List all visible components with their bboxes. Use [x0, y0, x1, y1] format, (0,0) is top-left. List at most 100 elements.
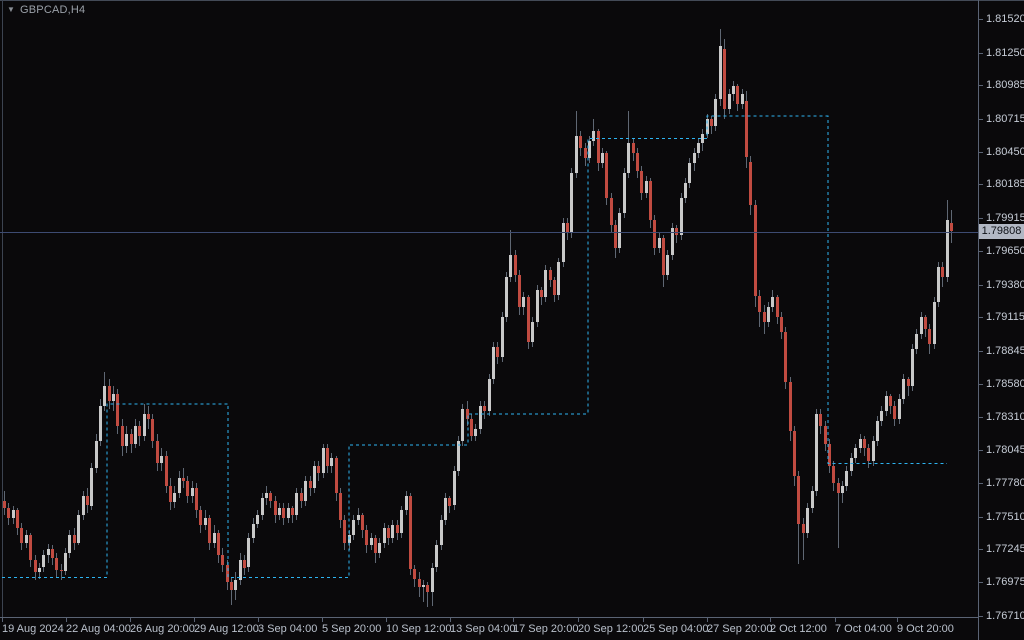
- candle: [784, 331, 788, 382]
- candle: [871, 441, 875, 461]
- time-tick: [450, 617, 451, 622]
- candle: [749, 162, 753, 206]
- price-axis-label: 1.80185: [986, 178, 1024, 190]
- candle: [697, 143, 701, 154]
- price-tick: [979, 218, 983, 219]
- candle: [120, 426, 124, 446]
- time-tick: [66, 617, 67, 622]
- candle: [504, 277, 508, 318]
- candle: [867, 448, 871, 461]
- candle: [775, 297, 779, 318]
- price-tick: [979, 582, 983, 583]
- candle: [723, 49, 727, 109]
- candle: [29, 535, 33, 561]
- current-price-badge: 1.79808: [979, 224, 1024, 239]
- candle: [42, 555, 46, 568]
- candle: [474, 428, 478, 437]
- time-axis-label: 9 Oct 20:00: [897, 623, 954, 635]
- candle: [107, 386, 111, 402]
- candle: [570, 173, 574, 233]
- candle: [727, 93, 731, 109]
- price-tick: [979, 517, 983, 518]
- candle: [640, 170, 644, 194]
- candle: [827, 443, 831, 466]
- price-axis-label: 1.79915: [986, 212, 1024, 224]
- candle: [819, 413, 823, 427]
- candle: [181, 478, 185, 481]
- price-tick: [979, 450, 983, 451]
- candle: [915, 334, 919, 350]
- candle: [374, 537, 378, 553]
- price-axis-label: 1.76975: [986, 576, 1024, 588]
- candle: [618, 212, 622, 248]
- candle: [199, 510, 203, 526]
- chart-plot-area[interactable]: [0, 0, 979, 617]
- price-axis-label: 1.78045: [986, 444, 1024, 456]
- symbol-timeframe-label: GBPCAD,H4: [20, 4, 86, 16]
- candle: [845, 470, 849, 486]
- candle: [644, 180, 648, 194]
- candle: [657, 237, 661, 248]
- candle: [701, 133, 705, 144]
- price-axis-label: 1.80715: [986, 113, 1024, 125]
- candle: [391, 525, 395, 538]
- price-tick: [979, 53, 983, 54]
- time-tick: [643, 617, 644, 622]
- chevron-down-icon[interactable]: ▼: [7, 5, 15, 14]
- time-axis[interactable]: 19 Aug 2024 22 Aug 04:00 26 Aug 20:00 29 Au…: [0, 617, 979, 640]
- price-axis-label: 1.81520: [986, 13, 1024, 25]
- candle: [919, 317, 923, 335]
- candle: [758, 295, 762, 313]
- candle: [928, 329, 932, 345]
- price-axis-label: 1.78845: [986, 345, 1024, 357]
- candle: [273, 500, 277, 516]
- candle: [195, 488, 199, 511]
- candle: [334, 458, 338, 494]
- candle: [574, 136, 578, 174]
- candle: [317, 465, 321, 474]
- candle-wick: [802, 517, 804, 561]
- candle: [688, 163, 692, 184]
- candle: [20, 527, 24, 543]
- price-axis-label: 1.76710: [986, 610, 1024, 622]
- time-tick: [386, 617, 387, 622]
- candle-wick: [60, 563, 62, 580]
- price-axis-line: [978, 0, 979, 640]
- chart-top-border: [0, 0, 1024, 1]
- candle: [37, 567, 41, 573]
- candle: [81, 495, 85, 516]
- price-tick: [979, 119, 983, 120]
- price-axis[interactable]: 1.81520 1.81250 1.80985 1.80715 1.80450 1.801…: [979, 0, 1024, 640]
- candle: [356, 515, 360, 521]
- candle: [168, 485, 172, 502]
- candle: [295, 493, 299, 516]
- candle: [439, 520, 443, 546]
- candle: [382, 527, 386, 543]
- candle: [605, 153, 609, 198]
- candle-wick: [423, 579, 425, 603]
- time-tick: [578, 617, 579, 622]
- candle: [500, 317, 504, 357]
- candle: [832, 465, 836, 484]
- candle: [902, 379, 906, 399]
- price-axis-label: 1.79115: [986, 311, 1024, 323]
- step-indicator-line: [2, 115, 947, 578]
- candle: [557, 262, 561, 295]
- candle: [579, 136, 583, 149]
- price-tick: [979, 152, 983, 153]
- candle: [587, 140, 591, 159]
- candle: [256, 515, 260, 525]
- candle: [238, 560, 242, 580]
- price-axis-label: 1.77780: [986, 477, 1024, 489]
- time-axis-label: 13 Sep 04:00: [450, 623, 516, 635]
- candle: [705, 118, 709, 134]
- candle: [330, 458, 334, 466]
- candle: [461, 408, 465, 442]
- candle: [858, 438, 862, 449]
- candle: [133, 426, 137, 444]
- price-axis-label: 1.77510: [986, 511, 1024, 523]
- candle: [736, 86, 740, 104]
- price-tick: [979, 317, 983, 318]
- candle: [771, 297, 775, 308]
